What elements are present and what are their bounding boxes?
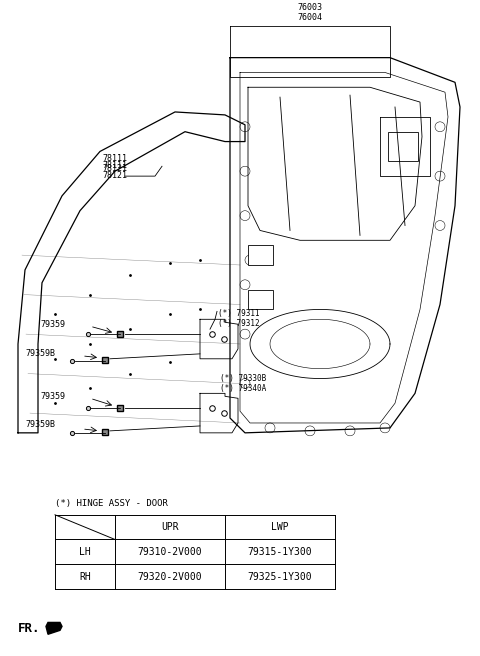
- Text: FR.: FR.: [18, 622, 40, 635]
- Circle shape: [240, 379, 250, 388]
- Circle shape: [435, 220, 445, 230]
- Circle shape: [240, 280, 250, 290]
- Polygon shape: [46, 623, 62, 634]
- Circle shape: [250, 300, 260, 310]
- Text: 79359: 79359: [40, 392, 65, 401]
- Text: 79359B: 79359B: [25, 350, 55, 358]
- Bar: [248, 290, 273, 310]
- Circle shape: [240, 122, 250, 132]
- Text: UPR: UPR: [161, 522, 179, 532]
- Text: 79315-1Y300: 79315-1Y300: [248, 547, 312, 557]
- Text: (*) 79330B
(*) 79340A: (*) 79330B (*) 79340A: [220, 374, 266, 393]
- Text: (*) 79311
(*) 79312: (*) 79311 (*) 79312: [218, 310, 260, 329]
- Circle shape: [245, 255, 255, 265]
- Text: 76003
76004: 76003 76004: [298, 3, 323, 22]
- Text: 78111
78121: 78111 78121: [102, 154, 127, 173]
- Text: 79325-1Y300: 79325-1Y300: [248, 571, 312, 581]
- Circle shape: [345, 426, 355, 436]
- Circle shape: [305, 426, 315, 436]
- Circle shape: [435, 171, 445, 181]
- Text: (*) HINGE ASSY - DOOR: (*) HINGE ASSY - DOOR: [55, 499, 168, 508]
- Text: RH: RH: [79, 571, 91, 581]
- Bar: [388, 132, 418, 161]
- Circle shape: [240, 329, 250, 339]
- Text: 79310-2V000: 79310-2V000: [138, 547, 202, 557]
- Circle shape: [240, 166, 250, 176]
- Text: LH: LH: [79, 547, 91, 557]
- Text: 78111
78121: 78111 78121: [102, 161, 127, 180]
- Circle shape: [240, 211, 250, 220]
- Text: 79359: 79359: [40, 319, 65, 329]
- Circle shape: [380, 423, 390, 433]
- Text: 79320-2V000: 79320-2V000: [138, 571, 202, 581]
- Circle shape: [435, 122, 445, 132]
- Bar: [248, 245, 273, 265]
- Text: LWP: LWP: [271, 522, 289, 532]
- Circle shape: [265, 423, 275, 433]
- Text: 79359B: 79359B: [25, 420, 55, 430]
